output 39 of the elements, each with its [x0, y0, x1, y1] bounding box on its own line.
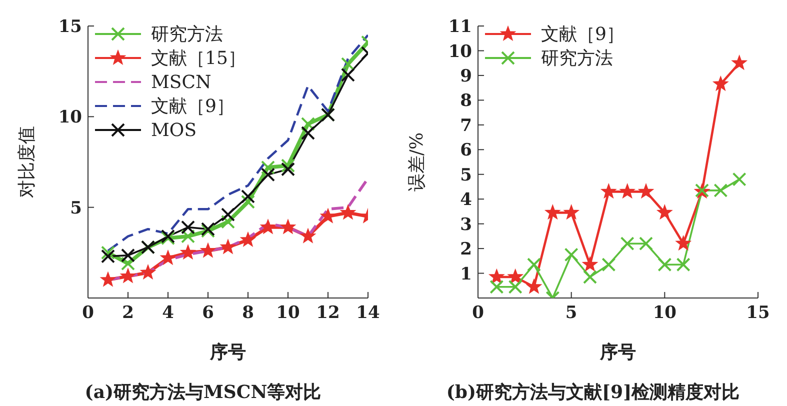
x-tick-label: 10	[276, 303, 300, 324]
legend-label: 文献［15］	[151, 47, 246, 70]
legend-label: 研究方法	[151, 23, 223, 46]
text: (b)研究方法与文献[9]检测精度对比	[445, 381, 741, 404]
x-axis-title: 序号	[599, 342, 636, 363]
y-tick-label: 3	[460, 214, 472, 235]
y-tick-label: 5	[460, 165, 472, 186]
y-tick-label: 9	[460, 66, 472, 86]
x-tick-label: 0	[82, 303, 94, 324]
legend-label: 研究方法	[541, 47, 613, 70]
y-tick-label: 11	[448, 17, 472, 38]
legend-label: 文献［9］	[151, 95, 234, 118]
y-tick-label: 6	[460, 140, 472, 161]
x-tick-label: 2	[122, 303, 134, 324]
y-tick-label: 4	[460, 190, 472, 210]
x-axis-title: 序号	[209, 342, 246, 363]
legend-label: MSCN	[151, 72, 212, 92]
legend-label: 文献［9］	[541, 23, 624, 46]
y-axis-title: 误差/%	[406, 132, 428, 192]
y-tick-label: 1	[460, 264, 472, 284]
x-tick-label: 12	[316, 303, 340, 324]
y-tick-label: 8	[460, 91, 472, 112]
x-tick-label: 5	[565, 303, 578, 324]
x-tick-label: 10	[652, 303, 677, 324]
x-tick-label: 15	[746, 303, 770, 324]
y-tick-label: 5	[70, 198, 82, 218]
x-tick-label: 6	[202, 303, 214, 324]
y-tick-label: 7	[460, 116, 472, 136]
y-tick-label: 2	[460, 240, 472, 260]
y-tick-label: 10	[58, 108, 82, 128]
y-tick-label: 15	[58, 17, 82, 38]
legend-label: MOS	[151, 120, 197, 140]
x-tick-label: 8	[242, 303, 254, 324]
text: (a)研究方法与MSCN等对比	[84, 381, 322, 404]
x-tick-label: 14	[356, 303, 380, 324]
y-tick-label: 10	[448, 42, 472, 62]
y-axis-title: 对比度值	[16, 126, 38, 198]
x-tick-label: 0	[472, 303, 484, 324]
x-tick-label: 4	[162, 303, 174, 324]
